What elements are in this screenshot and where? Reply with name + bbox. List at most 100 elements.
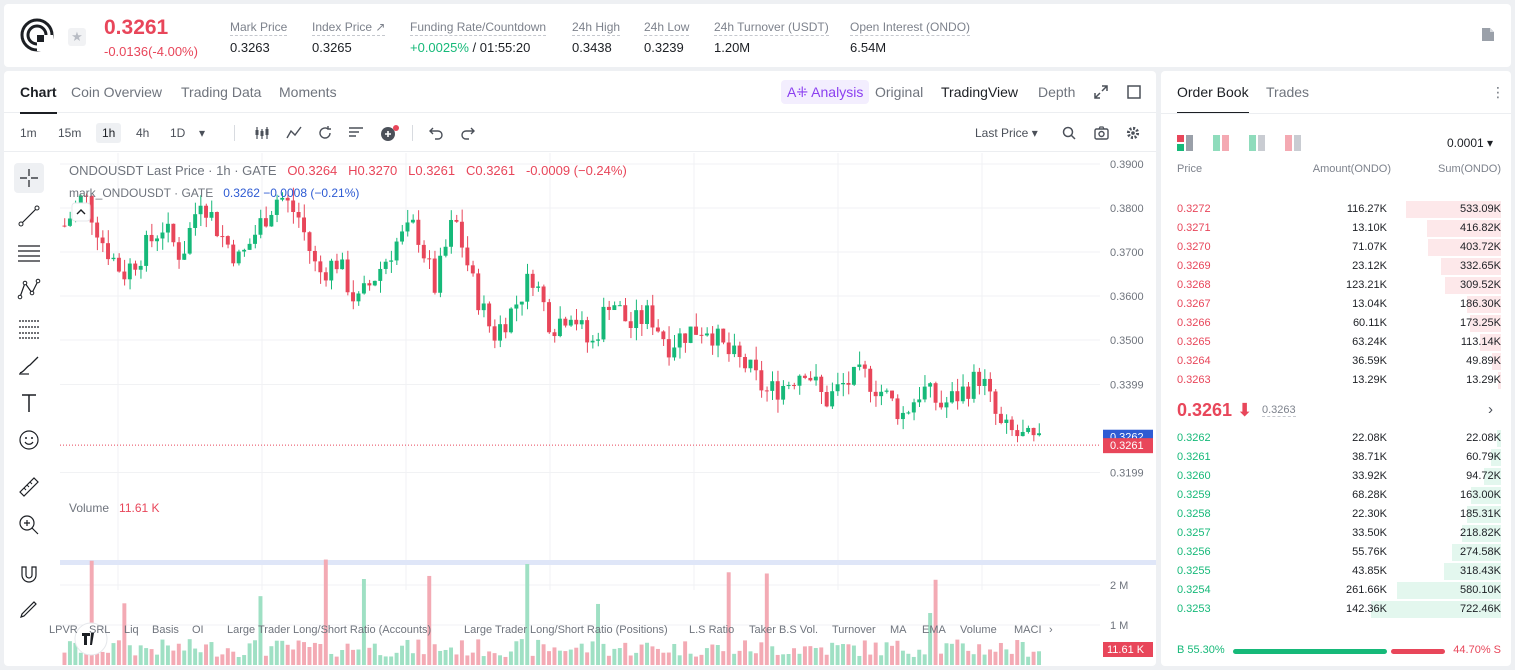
bid-row[interactable]: 0.3260 33.92K 94.72K <box>1161 467 1511 486</box>
timeframe-1d[interactable]: 1D <box>170 126 186 140</box>
trend-line-icon[interactable] <box>14 201 44 231</box>
indicator-oi[interactable]: OI <box>192 624 204 636</box>
indicator-liq[interactable]: Liq <box>124 624 139 636</box>
book-ask-only-icon[interactable] <box>1285 135 1301 151</box>
candle-body <box>383 261 388 269</box>
bid-row[interactable]: 0.3257 33.50K 218.82K <box>1161 524 1511 543</box>
indicator-ema[interactable]: EMA <box>922 624 946 636</box>
view-depth[interactable]: Depth <box>1038 84 1076 100</box>
refresh-icon[interactable] <box>317 125 333 141</box>
fib-icon[interactable] <box>14 313 44 343</box>
candlestick-chart[interactable]: 0.3900 0.3800 0.3700 0.3600 0.3500 0.3399 0.31… <box>60 153 1156 666</box>
emoji-icon[interactable] <box>14 425 44 455</box>
more-icon[interactable]: ⋮ <box>1491 84 1505 100</box>
horizontal-lines-icon[interactable] <box>14 238 44 268</box>
ai-analysis-button[interactable]: A⁜ Analysis <box>781 80 870 104</box>
ruler-icon[interactable] <box>14 472 44 502</box>
timeframe-dropdown-icon[interactable]: ▾ <box>199 126 206 140</box>
volume-bar <box>351 649 355 665</box>
indicator-l-s-ratio[interactable]: L.S Ratio <box>689 624 735 636</box>
ask-row[interactable]: 0.3268 123.21K 309.52K <box>1161 276 1511 295</box>
book-bid-only-icon[interactable] <box>1249 135 1265 151</box>
bid-row[interactable]: 0.3261 38.71K 60.79K <box>1161 448 1511 467</box>
ask-row[interactable]: 0.3267 13.04K 186.30K <box>1161 295 1511 314</box>
tab-trades[interactable]: Trades <box>1266 84 1310 100</box>
bid-row[interactable]: 0.3259 68.28K 163.00K <box>1161 486 1511 505</box>
pane-separator[interactable] <box>60 560 1156 565</box>
bid-row[interactable]: 0.3255 43.85K 318.43K <box>1161 562 1511 581</box>
redo-icon[interactable] <box>461 126 475 140</box>
magnet-icon[interactable] <box>14 559 44 589</box>
indicator-lpvr[interactable]: LPVR <box>49 624 78 636</box>
indicator-large-trader-long-short-ratio-positions-[interactable]: Large Trader Long/Short Ratio (Positions… <box>464 624 668 636</box>
chevron-right-icon[interactable]: › <box>1049 624 1053 636</box>
buy-ratio: B 55.30% <box>1177 644 1225 656</box>
bid-row[interactable]: 0.3254 261.66K 580.10K <box>1161 581 1511 600</box>
stat-index-price[interactable]: Index Price ↗ 0.3265 <box>312 18 386 56</box>
indicator-taker-b-s-vol-[interactable]: Taker B.S Vol. <box>749 624 819 636</box>
expand-icon[interactable] <box>1094 85 1108 99</box>
precision-select[interactable]: 0.0001 ▾ <box>1447 136 1494 150</box>
ask-row[interactable]: 0.3263 13.29K 13.29K <box>1161 371 1511 390</box>
tab-order-book[interactable]: Order Book <box>1177 84 1249 114</box>
pencil-lock-icon[interactable] <box>14 595 44 625</box>
ask-row[interactable]: 0.3266 60.11K 173.25K <box>1161 314 1511 333</box>
timeframe-1h[interactable]: 1h <box>96 123 122 143</box>
tab-chart[interactable]: Chart <box>20 84 57 114</box>
brush-icon[interactable] <box>14 350 44 380</box>
add-alert-icon[interactable] <box>380 124 400 142</box>
indicator-basis[interactable]: Basis <box>152 624 179 636</box>
gear-icon[interactable] <box>1126 126 1140 140</box>
chevron-right-icon[interactable]: › <box>1488 401 1493 418</box>
timeframe-4h[interactable]: 4h <box>136 126 150 140</box>
indicator-maci[interactable]: MACI <box>1014 624 1042 636</box>
window-icon[interactable] <box>1127 85 1141 99</box>
templates-icon[interactable] <box>348 126 364 140</box>
tab-moments[interactable]: Moments <box>279 84 337 100</box>
crosshair-icon[interactable] <box>14 163 44 193</box>
price-source-select[interactable]: Last Price ▾ <box>975 126 1038 140</box>
ask-row[interactable]: 0.3265 63.24K 113.14K <box>1161 333 1511 352</box>
camera-icon[interactable] <box>1094 126 1109 140</box>
favorite-star-icon[interactable]: ★ <box>68 28 86 46</box>
collapse-legend-icon[interactable] <box>71 202 91 222</box>
zoom-in-icon[interactable] <box>14 510 44 540</box>
bid-row[interactable]: 0.3258 22.30K 185.31K <box>1161 505 1511 524</box>
indicator-ma[interactable]: MA <box>890 624 907 636</box>
indicators-icon[interactable] <box>286 126 302 140</box>
view-original[interactable]: Original <box>875 84 924 100</box>
ask-row[interactable]: 0.3269 23.12K 332.65K <box>1161 257 1511 276</box>
candle-body <box>666 339 671 358</box>
view-tradingview[interactable]: TradingView <box>941 84 1019 100</box>
bid-price: 0.3254 <box>1177 584 1211 596</box>
bid-row[interactable]: 0.3253 142.36K 722.46K <box>1161 600 1511 619</box>
indicator-turnover[interactable]: Turnover <box>832 624 876 636</box>
candle-type-icon[interactable] <box>254 126 270 140</box>
ask-row[interactable]: 0.3271 13.10K 416.82K <box>1161 219 1511 238</box>
undo-icon[interactable] <box>429 126 443 140</box>
document-icon[interactable] <box>1481 26 1495 42</box>
ask-row[interactable]: 0.3264 36.59K 49.89K <box>1161 352 1511 371</box>
indicator-large-trader-long-short-ratio-accounts-[interactable]: Large Trader Long/Short Ratio (Accounts) <box>227 624 432 636</box>
book-bids-icon[interactable] <box>1213 135 1229 151</box>
timeframe-1m[interactable]: 1m <box>20 126 37 140</box>
tab-trading-data[interactable]: Trading Data <box>181 84 262 100</box>
tab-coin-overview[interactable]: Coin Overview <box>71 84 163 100</box>
timeframe-15m[interactable]: 15m <box>58 126 82 140</box>
text-icon[interactable] <box>14 388 44 418</box>
depth-bar <box>1371 601 1501 618</box>
search-icon[interactable] <box>1062 126 1076 140</box>
candle-body <box>721 328 726 343</box>
indicator-srl[interactable]: SRL <box>89 624 111 636</box>
volume-bar <box>900 650 905 665</box>
ask-row[interactable]: 0.3272 116.27K 533.09K <box>1161 200 1511 219</box>
candle-body <box>661 331 666 340</box>
bid-amount: 68.28K <box>1352 489 1387 501</box>
book-both-icon[interactable] <box>1177 135 1193 151</box>
indicator-volume[interactable]: Volume <box>960 624 997 636</box>
ask-row[interactable]: 0.3270 71.07K 403.72K <box>1161 238 1511 257</box>
pattern-icon[interactable] <box>14 275 44 305</box>
candle-body <box>389 260 394 262</box>
bid-row[interactable]: 0.3262 22.08K 22.08K <box>1161 429 1511 448</box>
bid-row[interactable]: 0.3256 55.76K 274.58K <box>1161 543 1511 562</box>
